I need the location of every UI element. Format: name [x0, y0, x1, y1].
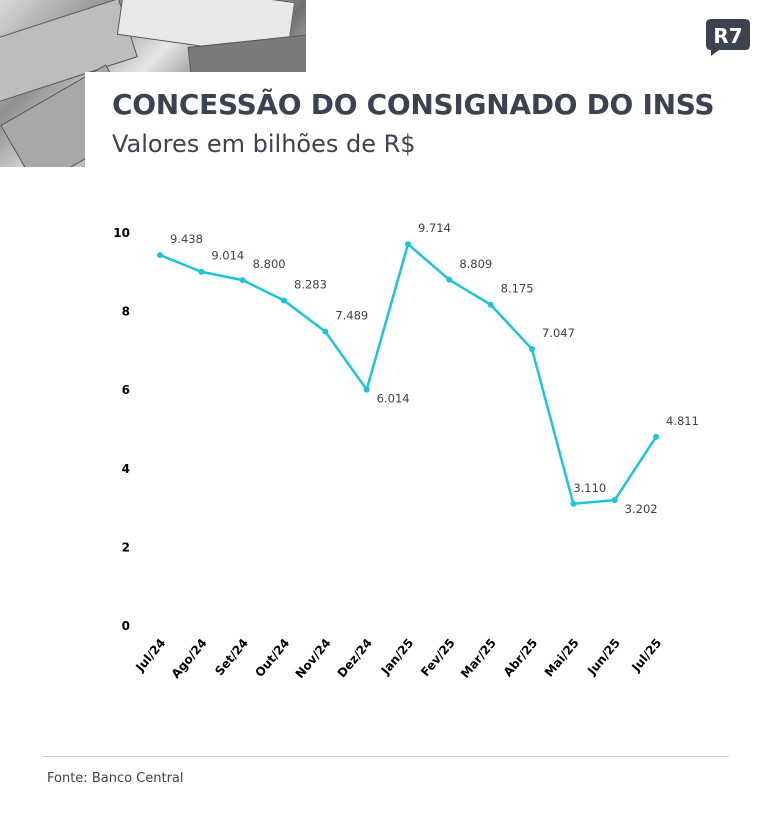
- x-tick-label: Jul/25: [628, 636, 664, 675]
- data-point: [653, 433, 659, 440]
- data-label: 4.811: [666, 414, 699, 428]
- data-label: 8.800: [253, 257, 286, 271]
- page-subtitle: Valores em bilhões de R$: [112, 130, 416, 158]
- x-tick-label: Nov/24: [293, 636, 334, 681]
- data-point: [281, 297, 287, 304]
- x-tick-label: Ago/24: [169, 636, 210, 681]
- data-point: [363, 386, 370, 393]
- data-point: [611, 497, 618, 504]
- footer-divider: [42, 756, 729, 757]
- data-label: 9.014: [211, 249, 244, 263]
- data-point: [446, 276, 453, 283]
- data-label: 9.714: [418, 221, 451, 235]
- data-label: 7.489: [335, 309, 368, 323]
- data-point: [405, 241, 411, 248]
- data-label: 8.175: [501, 282, 534, 296]
- data-point: [529, 346, 535, 353]
- data-label: 6.014: [377, 392, 410, 406]
- photo-mask: [85, 72, 325, 172]
- data-point: [198, 268, 205, 275]
- x-tick-label: Set/24: [212, 636, 251, 678]
- x-tick-label: Fev/25: [418, 636, 457, 679]
- line-chart: 0 2 4 6 8 10 Jul/24 Ago/24 Set/24 Out/24 Nov/24 De…: [113, 221, 699, 681]
- data-point: [322, 328, 329, 335]
- x-axis-ticks: Jul/24 Ago/24 Set/24 Out/24 Nov/24 Dez/24 Jan/…: [132, 636, 664, 681]
- data-label: 3.202: [625, 502, 658, 516]
- data-label: 8.283: [294, 277, 327, 291]
- data-label: 9.438: [170, 232, 203, 246]
- data-label: 3.110: [573, 481, 606, 495]
- r7-logo: R7: [706, 19, 750, 56]
- x-tick-label: Dez/24: [335, 636, 375, 680]
- y-tick-label: 8: [122, 305, 130, 319]
- y-axis-ticks: 0 2 4 6 8 10: [113, 226, 130, 633]
- x-tick-label: Mai/25: [542, 636, 582, 680]
- x-tick-label: Jan/25: [378, 636, 416, 678]
- data-label: 7.047: [542, 326, 575, 340]
- y-tick-label: 10: [113, 226, 130, 240]
- x-tick-label: Jun/25: [584, 636, 623, 678]
- data-point: [157, 252, 163, 259]
- series-line: [159, 242, 658, 506]
- x-tick-label: Jul/24: [132, 636, 168, 675]
- data-point: [570, 500, 577, 507]
- source-note: Fonte: Banco Central: [47, 771, 184, 786]
- y-tick-label: 4: [122, 462, 130, 476]
- data-point: [487, 301, 494, 308]
- data-labels: 9.438 9.014 8.800 8.283 7.489 6.014 9.714 8.809…: [170, 221, 699, 516]
- x-tick-label: Out/24: [252, 636, 292, 680]
- data-point: [239, 277, 246, 284]
- y-tick-label: 6: [122, 383, 130, 397]
- y-tick-label: 0: [122, 619, 130, 633]
- data-label: 8.809: [459, 257, 492, 271]
- x-tick-label: Mar/25: [458, 636, 499, 681]
- series-points: [157, 241, 659, 507]
- x-tick-label: Abr/25: [501, 636, 541, 679]
- page-title: CONCESSÃO DO CONSIGNADO DO INSS: [112, 88, 715, 121]
- y-tick-label: 2: [122, 540, 130, 554]
- logo-text: R7: [713, 24, 742, 48]
